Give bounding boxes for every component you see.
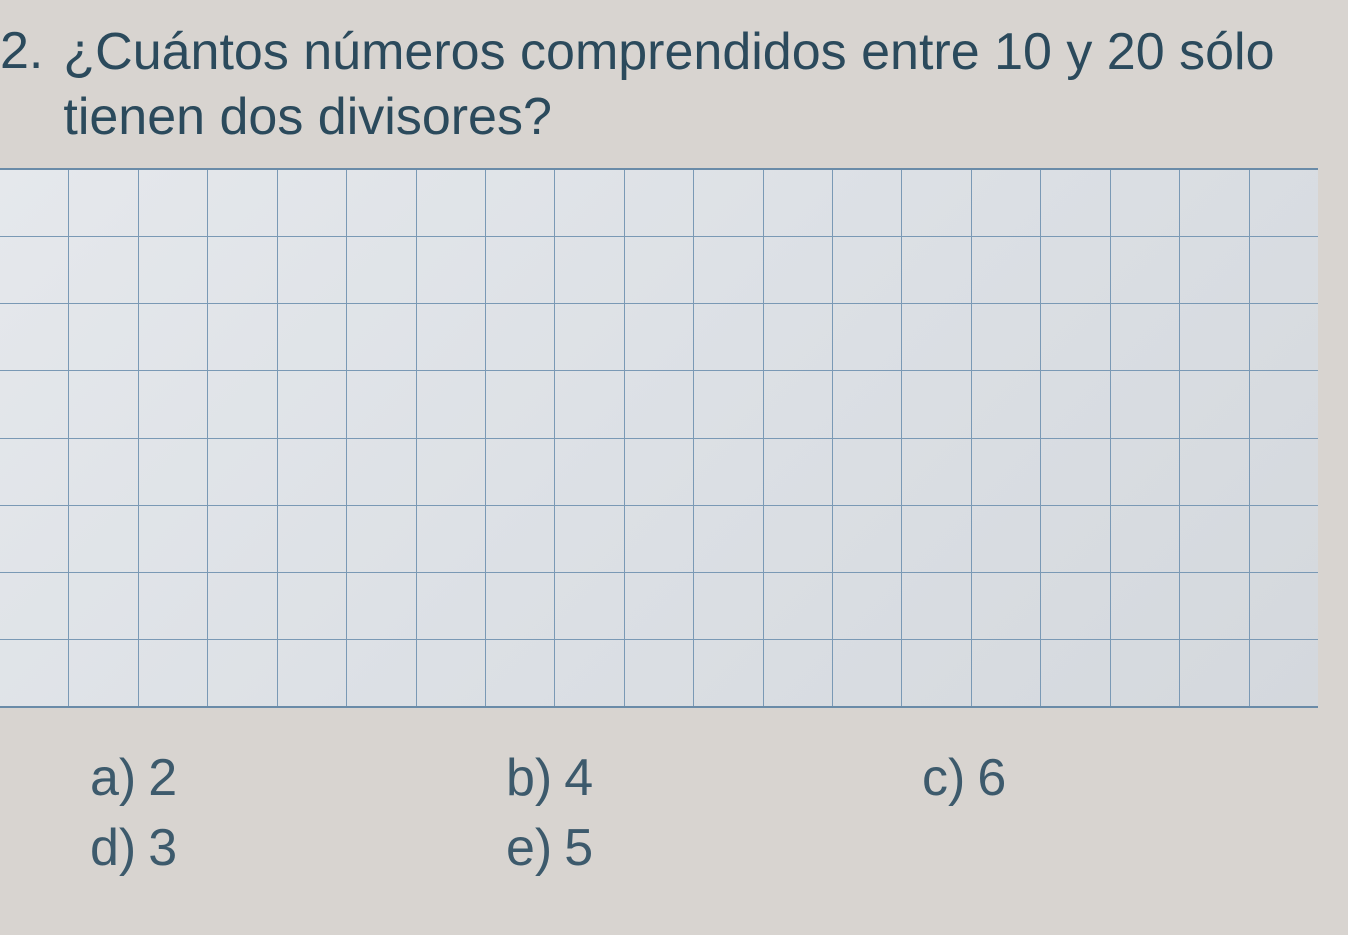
options-container: a)2 b)4 c)6 d)3 e)5 [0, 748, 1318, 878]
option-a-label: a) [90, 749, 136, 807]
option-c-label: c) [922, 749, 965, 807]
grid-row [0, 640, 1318, 706]
grid-row [0, 304, 1318, 371]
option-e-value: 5 [564, 819, 593, 877]
question-text-line1: ¿Cuántos números comprendidos entre 10 y… [63, 23, 1274, 81]
grid-row [0, 573, 1318, 640]
option-c[interactable]: c)6 [922, 748, 1318, 808]
option-a[interactable]: a)2 [90, 748, 486, 808]
option-d-value: 3 [148, 819, 177, 877]
option-b-value: 4 [564, 749, 593, 807]
question-text-line2: tienen dos divisores? [63, 88, 552, 146]
question-header: 2. ¿Cuántos números comprendidos entre 1… [0, 20, 1318, 150]
grid-horizontal-lines [0, 170, 1318, 706]
option-d[interactable]: d)3 [90, 818, 486, 878]
grid-row [0, 371, 1318, 438]
question-text: ¿Cuántos números comprendidos entre 10 y… [63, 20, 1274, 150]
grid-row [0, 506, 1318, 573]
grid-row [0, 237, 1318, 304]
grid-row [0, 439, 1318, 506]
work-grid [0, 168, 1318, 708]
option-b-label: b) [506, 749, 552, 807]
option-e-label: e) [506, 819, 552, 877]
option-c-value: 6 [977, 749, 1006, 807]
option-e[interactable]: e)5 [506, 818, 902, 878]
question-container: 2. ¿Cuántos números comprendidos entre 1… [0, 0, 1348, 898]
option-a-value: 2 [148, 749, 177, 807]
grid-row [0, 170, 1318, 237]
question-number: 2. [0, 20, 43, 82]
option-d-label: d) [90, 819, 136, 877]
option-b[interactable]: b)4 [506, 748, 902, 808]
